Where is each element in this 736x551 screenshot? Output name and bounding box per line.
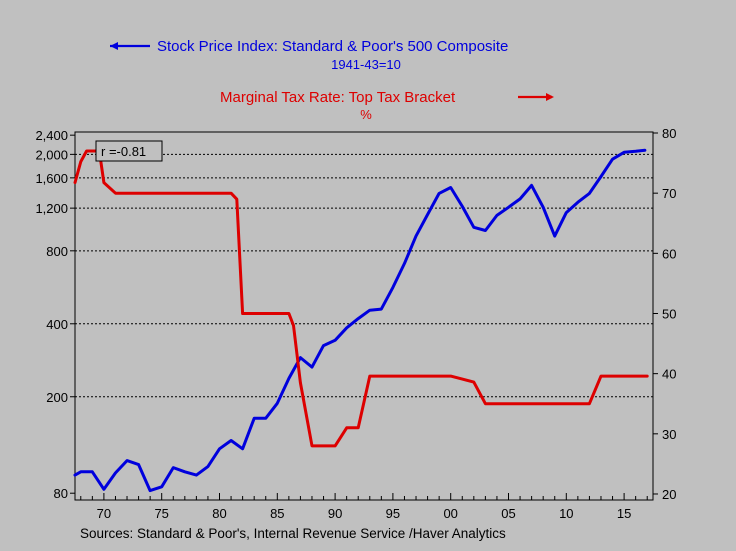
right-tick-label: 80: [662, 126, 676, 141]
x-tick-label: 95: [386, 506, 400, 521]
correlation-annotation: r =-0.81: [95, 140, 163, 162]
right-tick-label: 70: [662, 186, 676, 201]
left-tick-label: 800: [46, 244, 68, 259]
left-tick-label: 1,200: [35, 201, 68, 216]
left-tick-label: 2,400: [35, 128, 68, 143]
x-tick-label: 10: [559, 506, 573, 521]
right-tick-label: 40: [662, 367, 676, 382]
left-axis: 80 200 400 800 1,200 1,600 2,000 2,400: [35, 128, 75, 501]
legend-tax: Marginal Tax Rate: Top Tax Bracket %: [220, 89, 554, 122]
correlation-label: r =-0.81: [101, 144, 146, 159]
x-tick-label: 05: [501, 506, 515, 521]
left-tick-label: 400: [46, 317, 68, 332]
left-tick-label: 80: [54, 486, 68, 501]
x-tick-label: 85: [270, 506, 284, 521]
right-tick-label: 30: [662, 427, 676, 442]
legend-stock-subtitle: 1941-43=10: [331, 57, 401, 72]
x-tick-label: 15: [617, 506, 631, 521]
plot-frame: [74, 131, 654, 501]
legend-tax-arrow-head: [546, 93, 554, 101]
legend-stock: Stock Price Index: Standard & Poor's 500…: [110, 38, 508, 72]
x-axis: 70 75 80 85 90 95 00 05 10 15: [80, 493, 648, 521]
x-tick-label: 80: [212, 506, 226, 521]
x-tick-label: 90: [328, 506, 342, 521]
left-tick-label: 1,600: [35, 171, 68, 186]
right-tick-label: 60: [662, 246, 676, 261]
x-tick-label: 00: [443, 506, 457, 521]
legend-tax-subtitle: %: [360, 107, 372, 122]
right-tick-label: 20: [662, 487, 676, 502]
correlation-box: [95, 140, 163, 162]
left-tick-label: 200: [46, 390, 68, 405]
x-tick-label: 70: [97, 506, 111, 521]
legend-stock-arrow-head: [110, 42, 118, 50]
x-tick-label: 75: [154, 506, 168, 521]
legend-tax-label: Marginal Tax Rate: Top Tax Bracket: [220, 89, 456, 106]
right-axis: 20 30 40 50 60 70 80: [653, 126, 676, 502]
legend-stock-label: Stock Price Index: Standard & Poor's 500…: [157, 38, 508, 55]
stock-price-line: [73, 148, 647, 493]
source-note: Sources: Standard & Poor's, Internal Rev…: [80, 526, 506, 541]
left-tick-label: 2,000: [35, 147, 68, 162]
right-tick-label: 50: [662, 306, 676, 321]
